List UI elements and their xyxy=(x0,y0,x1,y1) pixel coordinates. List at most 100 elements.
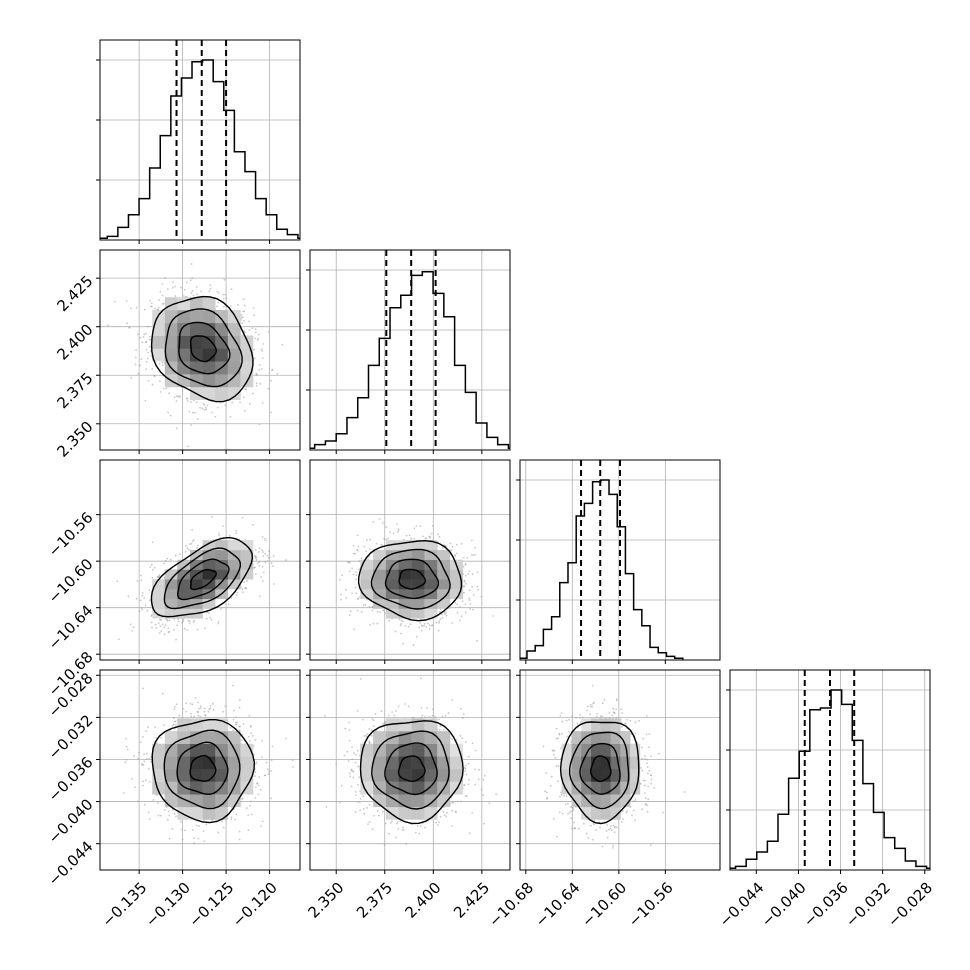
data-point xyxy=(426,707,428,709)
data-point xyxy=(147,351,150,354)
data-point xyxy=(642,779,645,782)
contour-line xyxy=(371,730,450,810)
data-point xyxy=(203,707,206,710)
data-point xyxy=(210,618,213,621)
density-bin xyxy=(610,731,621,744)
data-point xyxy=(151,541,154,544)
density-bin xyxy=(227,794,241,808)
data-point xyxy=(413,527,416,530)
data-point xyxy=(464,603,467,606)
data-point xyxy=(644,755,646,757)
data-point xyxy=(148,818,151,820)
data-point xyxy=(193,619,196,622)
y-tick-label: −0.036 xyxy=(45,753,97,805)
data-point xyxy=(568,730,570,733)
data-point xyxy=(557,737,559,740)
density-bin xyxy=(202,335,216,349)
density-bin xyxy=(581,781,592,795)
contour-line xyxy=(589,755,612,783)
data-point xyxy=(441,547,444,549)
data-point xyxy=(647,772,649,775)
data-point xyxy=(241,316,243,319)
density-bin xyxy=(385,768,399,782)
data-point xyxy=(292,766,294,768)
data-point xyxy=(465,764,467,767)
density-bin xyxy=(591,743,602,757)
data-point xyxy=(158,632,161,634)
data-point xyxy=(606,836,609,839)
data-point xyxy=(358,568,360,571)
x-tick-label: −0.125 xyxy=(185,879,237,931)
contours xyxy=(359,720,464,825)
data-point xyxy=(370,728,373,731)
data-point xyxy=(203,710,206,713)
data-point xyxy=(658,752,660,755)
data-point xyxy=(203,408,206,411)
data-point xyxy=(629,720,632,722)
contour-line xyxy=(178,321,231,375)
data-point xyxy=(161,623,164,626)
data-point xyxy=(644,792,646,795)
data-point xyxy=(211,702,214,705)
x-tick-label: −0.120 xyxy=(229,879,281,931)
density-bin xyxy=(152,335,166,349)
data-point xyxy=(257,337,260,340)
panel-1-0: 2.350 2.375 2.400 2.425 xyxy=(53,249,301,461)
data-point xyxy=(193,715,195,718)
data-point xyxy=(190,263,193,265)
data-point xyxy=(232,684,234,687)
data-point xyxy=(370,734,373,737)
data-point xyxy=(142,780,145,783)
data-point xyxy=(163,626,166,629)
data-point xyxy=(259,788,262,791)
density-bin xyxy=(437,731,451,744)
data-point xyxy=(225,297,228,300)
density-bin xyxy=(591,718,602,732)
data-point xyxy=(232,718,235,721)
data-point xyxy=(182,620,185,623)
data-point xyxy=(250,732,253,735)
density-bin xyxy=(373,781,387,795)
panel-3-3: −0.044−0.040−0.036−0.032−0.028 xyxy=(716,669,936,931)
data-point xyxy=(468,570,471,573)
data-point xyxy=(452,801,455,804)
density-bin xyxy=(373,794,387,808)
data-point xyxy=(160,630,163,633)
data-point xyxy=(150,305,153,308)
density-bin xyxy=(411,608,425,619)
data-point xyxy=(609,827,612,830)
density-bin xyxy=(424,768,438,782)
density-bin xyxy=(202,559,216,570)
data-point xyxy=(177,620,180,623)
data-point xyxy=(190,715,193,718)
data-point xyxy=(347,721,350,724)
density-bin xyxy=(600,794,611,808)
density-bin xyxy=(591,731,602,744)
density-bin xyxy=(202,569,216,580)
data-point xyxy=(142,687,145,690)
density-bin xyxy=(398,598,412,609)
data-point xyxy=(341,574,344,577)
data-point xyxy=(188,548,191,551)
density-bin xyxy=(411,743,425,757)
data-point xyxy=(171,828,174,830)
x-tick-label: 2.400 xyxy=(402,879,445,922)
data-point xyxy=(596,713,599,715)
data-point xyxy=(146,357,149,360)
data-point xyxy=(155,627,158,629)
y-tick-label: −10.60 xyxy=(45,555,97,607)
data-point xyxy=(438,536,441,538)
density-bin xyxy=(411,589,425,600)
data-point xyxy=(266,768,269,770)
data-point xyxy=(456,611,459,614)
data-point xyxy=(260,576,262,578)
data-point xyxy=(251,392,254,395)
density-bin xyxy=(227,386,241,400)
density-bin xyxy=(411,806,425,820)
density-bin xyxy=(215,549,229,560)
density-bin xyxy=(424,756,438,770)
data-point xyxy=(641,757,643,760)
data-point xyxy=(368,605,371,608)
data-point xyxy=(175,400,178,402)
data-point xyxy=(648,733,651,735)
